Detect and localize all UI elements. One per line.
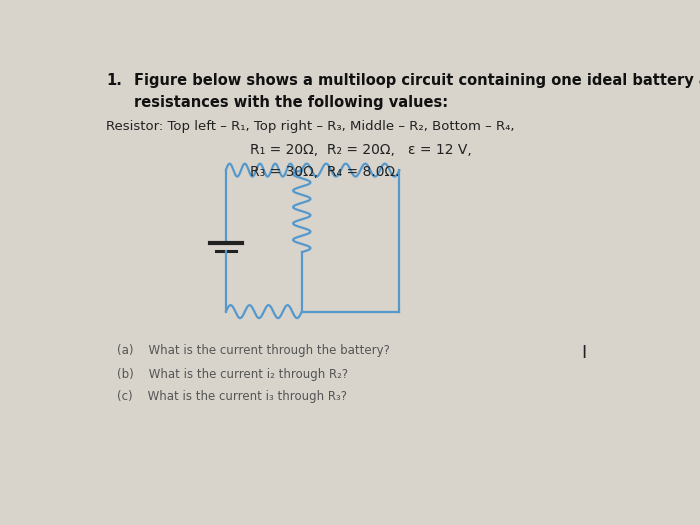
Text: Figure below shows a multiloop circuit containing one ideal battery and four: Figure below shows a multiloop circuit c… [134,73,700,88]
Text: I: I [581,344,587,362]
Text: resistances with the following values:: resistances with the following values: [134,96,448,110]
Text: Resistor: Top left – R₁, Top right – R₃, Middle – R₂, Bottom – R₄,: Resistor: Top left – R₁, Top right – R₃,… [106,120,515,133]
Text: 1.: 1. [106,73,122,88]
Text: R₃ = 30Ω,  R₄ = 8.0Ω.: R₃ = 30Ω, R₄ = 8.0Ω. [251,165,400,180]
Text: (b)    What is the current i₂ through R₂?: (b) What is the current i₂ through R₂? [118,368,349,381]
Text: (c)    What is the current i₃ through R₃?: (c) What is the current i₃ through R₃? [118,391,347,403]
Text: R₁ = 20Ω,  R₂ = 20Ω,   ε = 12 V,: R₁ = 20Ω, R₂ = 20Ω, ε = 12 V, [251,143,472,157]
Text: (a)    What is the current through the battery?: (a) What is the current through the batt… [118,344,390,357]
